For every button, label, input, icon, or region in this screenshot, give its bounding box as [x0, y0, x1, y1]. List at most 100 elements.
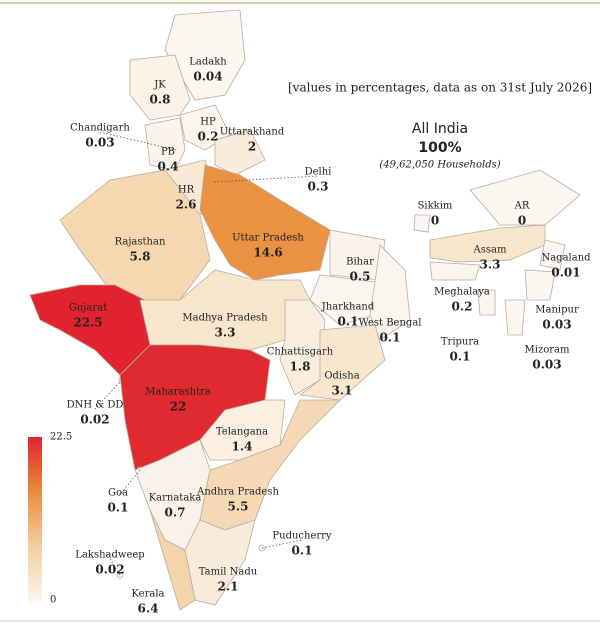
region-name: Rajasthan: [115, 237, 166, 248]
region-name: Telangana: [216, 427, 268, 438]
region-value: 5.5: [228, 500, 249, 514]
region-name: Assam: [473, 245, 507, 256]
region-value: 0.1: [450, 350, 471, 364]
leader-line: [99, 131, 177, 151]
region-value: 2.6: [176, 198, 197, 212]
region-name: Ladakh: [189, 57, 227, 68]
region-name: Meghalaya: [434, 287, 490, 298]
region-name: DNH & DD: [67, 400, 124, 411]
total-value: 100%: [418, 140, 461, 156]
region-name: Mizoram: [525, 345, 570, 356]
region-name: HP: [200, 117, 216, 128]
region-name: Maharashtra: [145, 387, 211, 398]
legend-bar: [28, 437, 42, 602]
region: [429, 224, 546, 263]
region-name: Andhra Pradesh: [196, 487, 279, 498]
region-name: Goa: [108, 488, 128, 499]
region-name: Karnataka: [149, 493, 202, 504]
labels: Ladakh 0.04 JK 0.8 Chandigarh 0.03 HP 0.2 PB 0.4 U…: [67, 57, 592, 616]
region-name: Chhattisgarh: [267, 347, 334, 358]
total-households: (49,62,050 Households): [379, 160, 500, 171]
region-value: 0.5: [350, 270, 371, 284]
region: [369, 244, 411, 341]
region-name: Gujarat: [69, 303, 107, 314]
region-value: 0.04: [193, 70, 222, 84]
region-value: 2.1: [218, 580, 239, 594]
region-name: Lakshadweep: [75, 550, 144, 561]
region-value: 0.2: [452, 300, 473, 314]
region: [144, 117, 186, 171]
region-value: 3.1: [332, 384, 353, 398]
legend-min: 0: [50, 595, 56, 606]
region: [184, 519, 256, 606]
region-name: West Bengal: [359, 318, 422, 329]
region-name: Tripura: [441, 337, 479, 348]
region-value: 1.4: [232, 440, 253, 454]
region-name: Kerala: [131, 589, 164, 600]
region-value: 0.2: [198, 130, 219, 144]
region-name: HR: [178, 185, 195, 196]
region-name: Bihar: [346, 257, 374, 268]
region-value: 0.8: [150, 93, 171, 107]
region-value: 0: [518, 214, 526, 228]
leader-line: [117, 469, 141, 498]
region-value: 0.1: [380, 331, 401, 345]
region: [214, 129, 266, 176]
region-value: 1.8: [290, 360, 311, 374]
region-name: JK: [153, 80, 166, 91]
region-value: 0.03: [532, 358, 561, 372]
region-name: Uttar Pradesh: [232, 233, 304, 244]
region-value: 0: [431, 214, 439, 228]
region-value: 0.3: [308, 180, 329, 194]
region-name: PB: [161, 147, 175, 158]
region: [477, 289, 496, 316]
region: [309, 274, 376, 326]
region: [429, 261, 481, 281]
region: [504, 299, 526, 336]
region: [199, 399, 286, 461]
regions: [29, 9, 581, 611]
legend-max: 22.5: [50, 432, 72, 443]
region-value: 0.02: [95, 563, 124, 577]
region: [524, 269, 556, 301]
region-name: Nagaland: [541, 253, 591, 264]
region: [59, 169, 211, 301]
region-value: 0.1: [292, 544, 313, 558]
region-value: 2: [248, 140, 256, 154]
region-value: 3.3: [480, 258, 501, 272]
region-value: 6.4: [138, 602, 159, 616]
region-value: 22.5: [73, 316, 102, 330]
region-value: 14.6: [253, 246, 282, 260]
region-name: AR: [514, 201, 530, 212]
region-value: 0.4: [158, 160, 179, 174]
region: [149, 509, 196, 611]
region-value: 0.7: [165, 506, 186, 520]
region: [279, 299, 326, 396]
region: [164, 9, 246, 101]
region-value: 3.3: [215, 326, 236, 340]
region: [199, 164, 331, 281]
region-value: 0.03: [85, 136, 114, 150]
region: [413, 214, 431, 233]
region: [539, 239, 566, 271]
region-value: 0.01: [551, 266, 580, 280]
region-value: 0.1: [338, 315, 359, 329]
region-name: Jharkhand: [321, 302, 375, 313]
region-value: 5.8: [130, 250, 151, 264]
region-name: Manipur: [535, 305, 579, 316]
region: [469, 169, 581, 226]
region-value: 0.02: [80, 413, 109, 427]
region-name: Odisha: [324, 371, 359, 382]
region-name: Puducherry: [272, 531, 332, 542]
region-name: Madhya Pradesh: [182, 313, 268, 324]
region-name: Delhi: [305, 167, 332, 178]
note: [values in percentages, data as on 31st …: [288, 81, 592, 95]
region-value: 0.1: [108, 501, 129, 515]
region-name: Uttarakhand: [220, 127, 285, 138]
region-name: Tamil Nadu: [199, 567, 258, 578]
region-value: 0.03: [542, 318, 571, 332]
region-name: Chandigarh: [70, 123, 130, 134]
total-label: All India: [412, 121, 468, 137]
region-name: Sikkim: [418, 201, 453, 212]
